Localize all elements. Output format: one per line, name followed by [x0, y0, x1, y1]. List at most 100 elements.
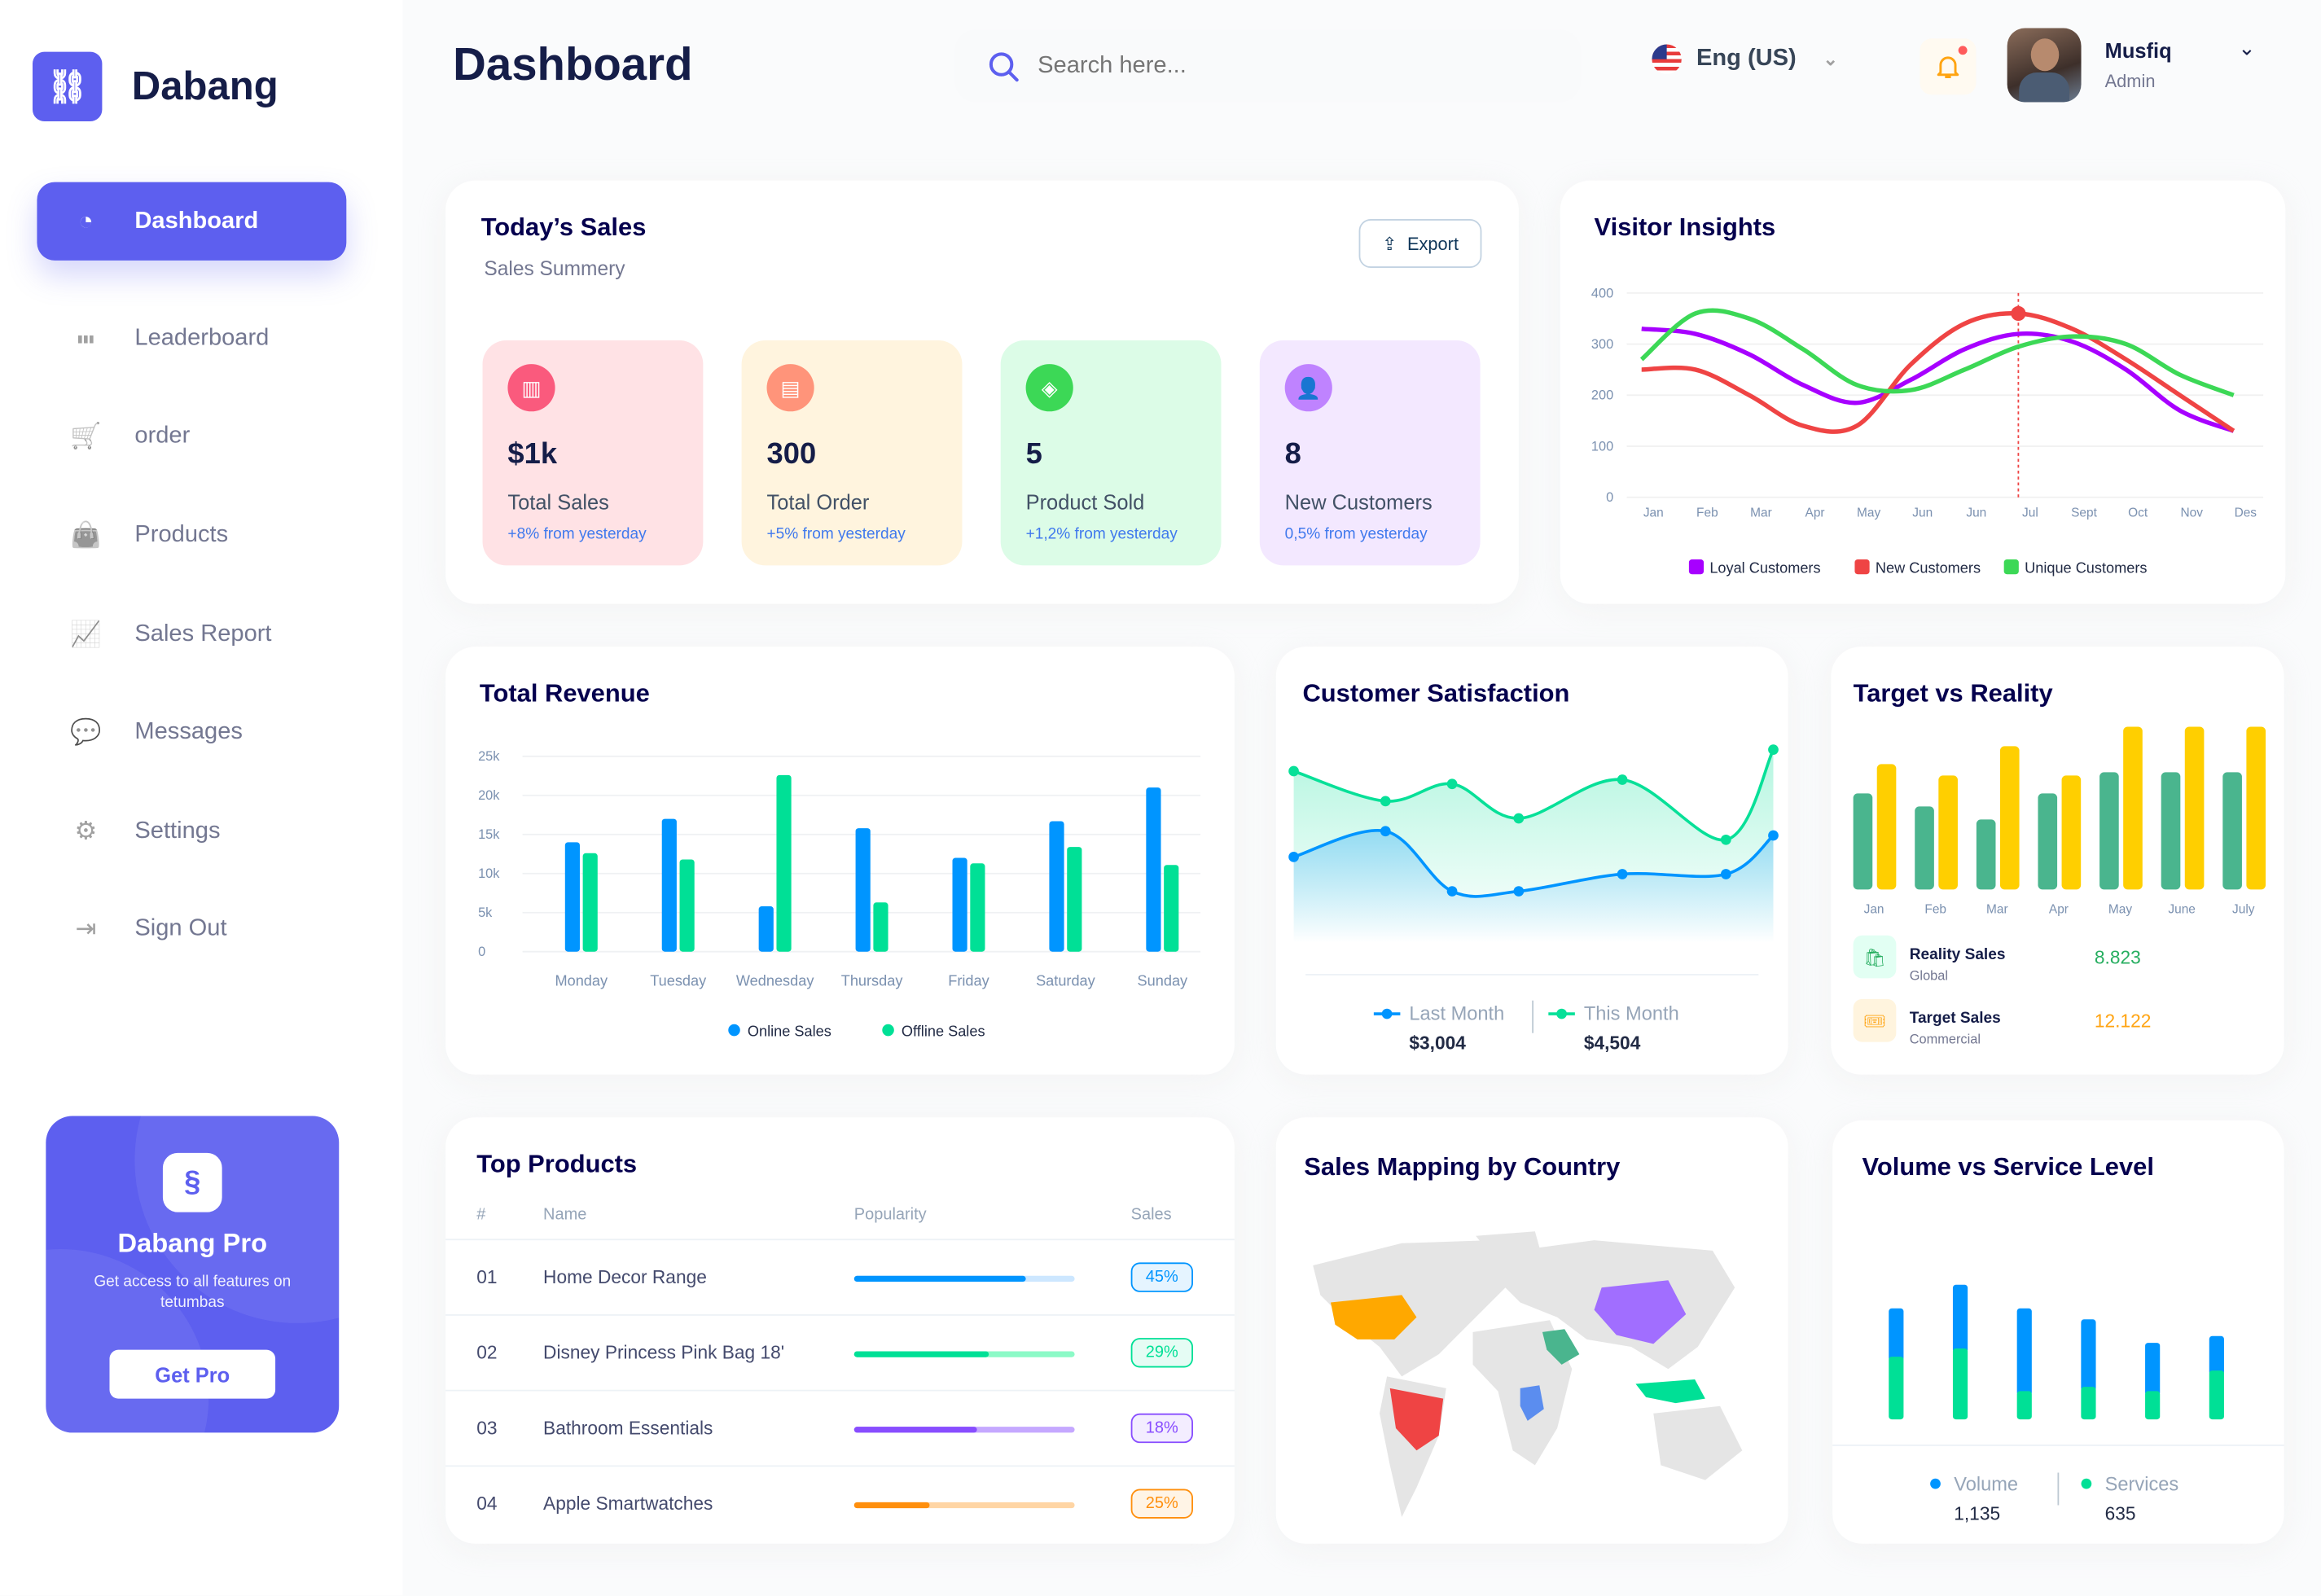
x-tick-label: Sunday [1138, 973, 1189, 989]
bar-online-sales[interactable] [952, 857, 967, 952]
bar-services[interactable] [2145, 1391, 2161, 1420]
y-tick-label: 100 [1591, 439, 1613, 454]
bar-reality-sales[interactable] [1976, 819, 1996, 890]
search-bar[interactable] [954, 29, 1582, 103]
logo[interactable]: ⛓ [32, 51, 103, 122]
user-menu-chevron-icon[interactable]: ⌄ [2238, 35, 2256, 59]
bar-reality-sales[interactable] [2222, 772, 2242, 890]
get-pro-button[interactable]: Get Pro [109, 1349, 276, 1399]
sidebar-item-dashboard[interactable]: ◔ Dashboard [37, 182, 347, 261]
legend-last-month: Last Month [1373, 1002, 1504, 1024]
bar-reality-sales[interactable] [1915, 806, 1934, 890]
data-point[interactable] [1380, 826, 1391, 837]
stat-value: $1k [507, 438, 558, 471]
bar-online-sales[interactable] [758, 906, 774, 952]
bar-target-sales[interactable] [2061, 775, 2082, 890]
data-point[interactable] [1380, 796, 1391, 807]
table-row[interactable]: 04 Apple Smartwatches 25% [445, 1465, 1235, 1541]
sidebar-item-messages[interactable]: 💬 Messages [37, 693, 346, 771]
data-point[interactable] [1768, 830, 1779, 841]
sidebar-item-leaderboard[interactable]: ▮▮▮ Leaderboard [37, 299, 346, 377]
bar-services[interactable] [1952, 1348, 1968, 1420]
data-point[interactable] [1720, 869, 1731, 879]
bar-offline-sales[interactable] [1164, 865, 1179, 952]
bar-volume[interactable] [1952, 1284, 1968, 1353]
sign-out-icon: ⇥ [75, 914, 97, 942]
bar-online-sales[interactable] [1146, 787, 1161, 952]
legend-label: Unique Customers [2025, 559, 2147, 576]
stat-label: Product Sold [1025, 489, 1145, 514]
bar-services[interactable] [2209, 1370, 2224, 1420]
data-point[interactable] [1446, 778, 1458, 790]
bar-target-sales[interactable] [2123, 726, 2143, 890]
bar-volume[interactable] [2081, 1319, 2096, 1392]
data-point[interactable] [1513, 886, 1525, 897]
bar-volume[interactable] [2209, 1335, 2224, 1375]
bar-chart-icon: ▮▮▮ [77, 333, 94, 344]
sidebar-item-products[interactable]: 👜 Products [37, 496, 346, 574]
data-point[interactable] [1288, 852, 1299, 862]
bar-volume[interactable] [1889, 1308, 1904, 1361]
x-tick-label: Feb [1696, 506, 1718, 520]
bar-target-sales[interactable] [1999, 746, 2020, 890]
bar-offline-sales[interactable] [776, 774, 792, 952]
x-tick-label: Oct [2128, 506, 2148, 520]
x-tick-label: Saturday [1036, 973, 1096, 989]
legend-label: Offline Sales [902, 1023, 985, 1039]
chart-icon: ▥ [507, 364, 555, 412]
data-point[interactable] [1768, 744, 1779, 755]
bar-services[interactable] [2016, 1391, 2032, 1420]
notification-button[interactable] [1920, 38, 1977, 95]
bar-services[interactable] [2081, 1387, 2096, 1420]
bar-services[interactable] [1889, 1357, 1904, 1420]
bar-offline-sales[interactable] [1067, 847, 1082, 952]
bar-reality-sales[interactable] [2161, 772, 2181, 890]
bar-target-sales[interactable] [1938, 775, 1958, 890]
volume-service-card: Volume vs Service Level Volume 1,135 Ser… [1832, 1120, 2284, 1544]
popularity-bar [853, 1275, 1075, 1282]
search-input[interactable] [1038, 52, 1542, 80]
table-row[interactable]: 01 Home Decor Range 45% [445, 1239, 1235, 1314]
bar-offline-sales[interactable] [970, 863, 985, 952]
bar-offline-sales[interactable] [679, 859, 695, 952]
sidebar-item-order[interactable]: 🛒 order [37, 397, 346, 475]
data-point[interactable] [1617, 774, 1628, 785]
bar-reality-sales[interactable] [2099, 772, 2119, 890]
data-point[interactable] [1446, 886, 1458, 897]
bar-volume[interactable] [2145, 1343, 2161, 1396]
top-products-card: Top Products # Name Popularity Sales 01 H… [445, 1117, 1235, 1544]
popularity-bar [853, 1502, 1075, 1509]
bar-online-sales[interactable] [564, 842, 580, 952]
legend-swatch [1688, 559, 1705, 575]
language-selector[interactable]: Eng (US) ⌄ [1652, 44, 1838, 74]
customer-satisfaction-chart [1288, 744, 1779, 943]
table-row[interactable]: 02 Disney Princess Pink Bag 18' 29% [445, 1314, 1235, 1390]
table-row[interactable]: 03 Bathroom Essentials 18% [445, 1389, 1235, 1466]
bar-online-sales[interactable] [855, 828, 871, 952]
x-tick-label: Friday [948, 973, 989, 989]
bar-offline-sales[interactable] [873, 902, 888, 952]
bar-target-sales[interactable] [2246, 726, 2266, 890]
bar-online-sales[interactable] [1049, 821, 1064, 952]
bar-volume[interactable] [2016, 1308, 2032, 1396]
data-point[interactable] [1513, 813, 1525, 824]
legend-services: Services [2081, 1473, 2178, 1495]
y-tick-label: 0 [1606, 490, 1613, 505]
highlight-point[interactable] [2011, 305, 2026, 322]
bar-target-sales[interactable] [2184, 726, 2205, 890]
bar-reality-sales[interactable] [2038, 793, 2058, 890]
sidebar-item-sign-out[interactable]: ⇥ Sign Out [37, 889, 346, 967]
us-flag-icon [1652, 44, 1682, 74]
bar-online-sales[interactable] [661, 818, 677, 952]
avatar[interactable] [2007, 28, 2082, 103]
bar-target-sales[interactable] [1876, 764, 1897, 890]
bar-reality-sales[interactable] [1853, 793, 1873, 890]
bar-offline-sales[interactable] [582, 853, 598, 952]
export-button[interactable]: ⇪ Export [1358, 219, 1482, 268]
data-point[interactable] [1617, 869, 1628, 879]
sidebar-item-settings[interactable]: ⚙ Settings [37, 791, 346, 870]
sidebar-item-sales-report[interactable]: 📈 Sales Report [37, 595, 346, 673]
data-point[interactable] [1720, 834, 1731, 845]
data-point[interactable] [1288, 765, 1299, 777]
line-chart-icon: 📈 [70, 619, 102, 648]
